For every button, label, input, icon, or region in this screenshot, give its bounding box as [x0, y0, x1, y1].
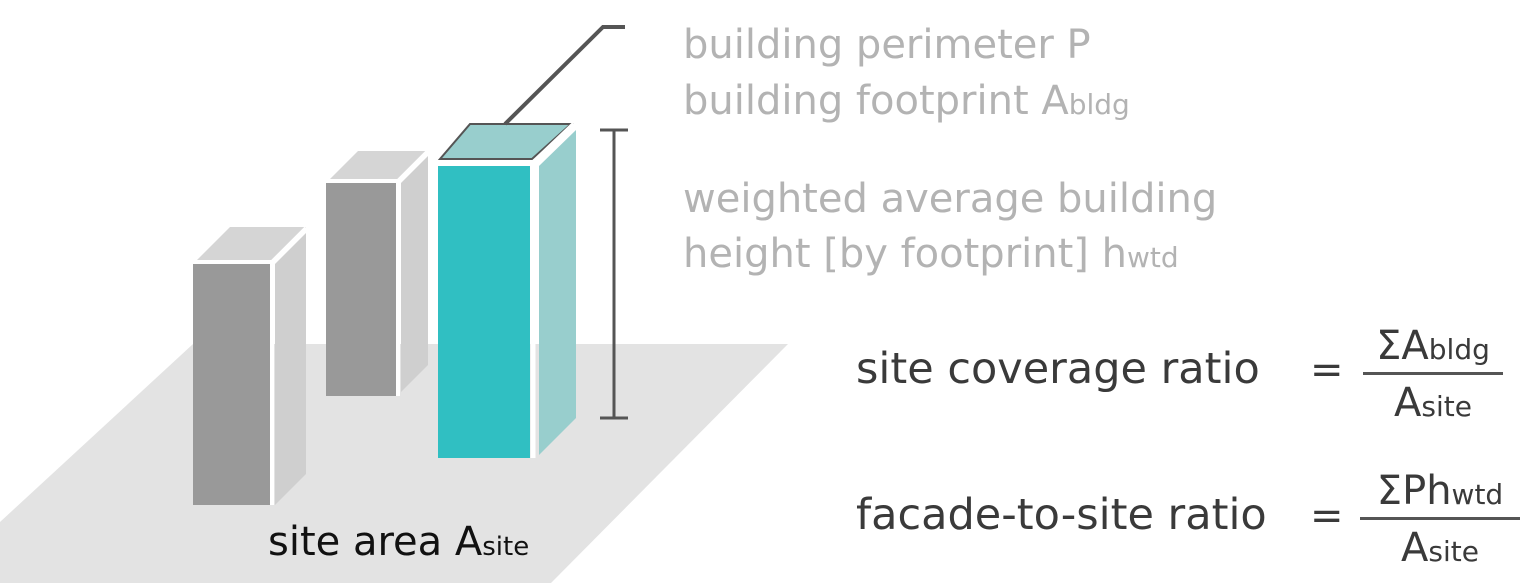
facade-equals-text: =	[1310, 493, 1344, 539]
coverage-equals-text: =	[1310, 347, 1344, 393]
facade-fraction-bar	[1360, 517, 1520, 520]
height-label-line2: height [by footprint] hwtd	[683, 234, 1179, 274]
building-middle-side	[401, 156, 428, 392]
facade-denominator: Asite	[1360, 528, 1520, 568]
facade-numerator: ΣPhwtd	[1360, 471, 1520, 511]
building-highlighted-top	[437, 123, 574, 160]
leader-line	[503, 25, 625, 126]
footprint-label: building footprint Abldg	[683, 81, 1130, 121]
coverage-denominator: Asite	[1363, 383, 1503, 423]
site-area-label-sub: site	[482, 532, 530, 562]
coverage-fraction: ΣAbldg Asite	[1363, 326, 1503, 423]
facade-formula-name: facade-to-site ratio	[856, 494, 1267, 537]
coverage-denominator-sub: site	[1421, 390, 1472, 423]
building-middle-front	[326, 183, 396, 396]
coverage-denominator-main: A	[1394, 380, 1422, 426]
facade-formula-name-text: facade-to-site ratio	[856, 490, 1267, 540]
height-label-line1-text: weighted average building	[683, 176, 1218, 222]
coverage-numerator: ΣAbldg	[1363, 326, 1503, 366]
facade-numerator-main: ΣPh	[1376, 468, 1452, 514]
height-label-main: height [by footprint] h	[683, 231, 1127, 277]
perimeter-label: building perimeter P	[683, 25, 1091, 65]
height-label-line1: weighted average building	[683, 179, 1217, 219]
coverage-equals-sign: =	[1310, 350, 1344, 390]
facade-denominator-sub: site	[1428, 535, 1479, 568]
building-highlighted-front	[438, 166, 530, 458]
height-label-sub: wtd	[1126, 241, 1179, 274]
facade-fraction: ΣPhwtd Asite	[1360, 471, 1520, 568]
facade-equals-sign: =	[1310, 496, 1344, 536]
coverage-formula-name-text: site coverage ratio	[856, 344, 1260, 394]
height-dimension-bracket	[600, 128, 628, 420]
facade-numerator-sub: wtd	[1451, 478, 1504, 511]
building-left-front	[193, 264, 270, 505]
coverage-fraction-bar	[1363, 372, 1503, 375]
site-area-label-main: site area A	[268, 519, 483, 565]
building-middle	[326, 149, 430, 396]
footprint-label-main: building footprint A	[683, 78, 1069, 124]
building-highlighted	[437, 122, 576, 458]
coverage-formula-name: site coverage ratio	[856, 348, 1260, 391]
coverage-numerator-sub: bldg	[1428, 333, 1490, 366]
footprint-label-sub: bldg	[1068, 88, 1130, 121]
coverage-numerator-main: ΣA	[1376, 323, 1429, 369]
facade-denominator-main: A	[1401, 525, 1429, 571]
building-left-side	[275, 233, 306, 505]
perimeter-label-text: building perimeter P	[683, 22, 1091, 68]
building-highlighted-side	[539, 130, 576, 455]
site-area-label: site area Asite	[268, 522, 529, 562]
building-left	[193, 226, 308, 505]
